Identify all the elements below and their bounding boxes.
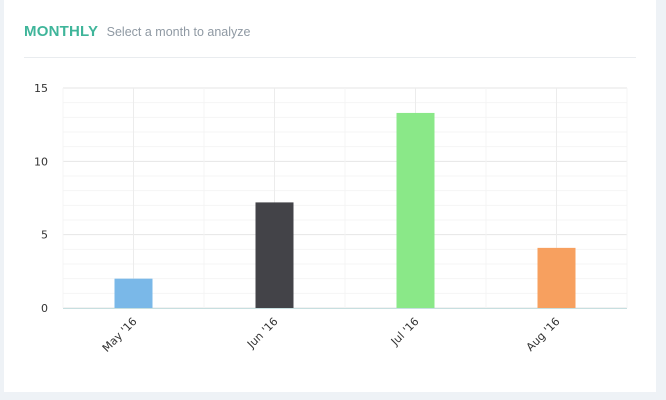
- header-divider: [24, 57, 636, 58]
- card-subtitle: Select a month to analyze: [106, 25, 251, 39]
- tick-labels: 0 5 10 15 May '16 Jun '16 Jul '16 Aug '16: [34, 82, 563, 355]
- x-tick-label: May '16: [100, 315, 140, 355]
- card-title: MONTHLY: [24, 23, 99, 40]
- monthly-chart-card: MONTHLY Select a month to analyze 0 5 10 15…: [4, 0, 656, 392]
- x-tick-label: Aug '16: [524, 315, 563, 354]
- bar-1[interactable]: [255, 202, 294, 308]
- y-tick-label: 15: [34, 82, 48, 95]
- y-tick-label: 10: [34, 155, 48, 168]
- bar-2[interactable]: [396, 112, 435, 308]
- grid-lines: [62, 87, 628, 309]
- bar-3[interactable]: [537, 247, 576, 308]
- bar-0[interactable]: [114, 278, 153, 308]
- monthly-bar-chart: 0 5 10 15 May '16 Jun '16 Jul '16 Aug '16: [34, 82, 628, 355]
- bars: [114, 112, 576, 308]
- y-tick-label: 5: [41, 229, 48, 242]
- x-tick-label: Jul '16: [388, 315, 422, 349]
- y-tick-label: 0: [41, 302, 48, 315]
- x-tick-label: Jun '16: [244, 315, 281, 352]
- card-header: MONTHLY Select a month to analyze: [24, 22, 250, 42]
